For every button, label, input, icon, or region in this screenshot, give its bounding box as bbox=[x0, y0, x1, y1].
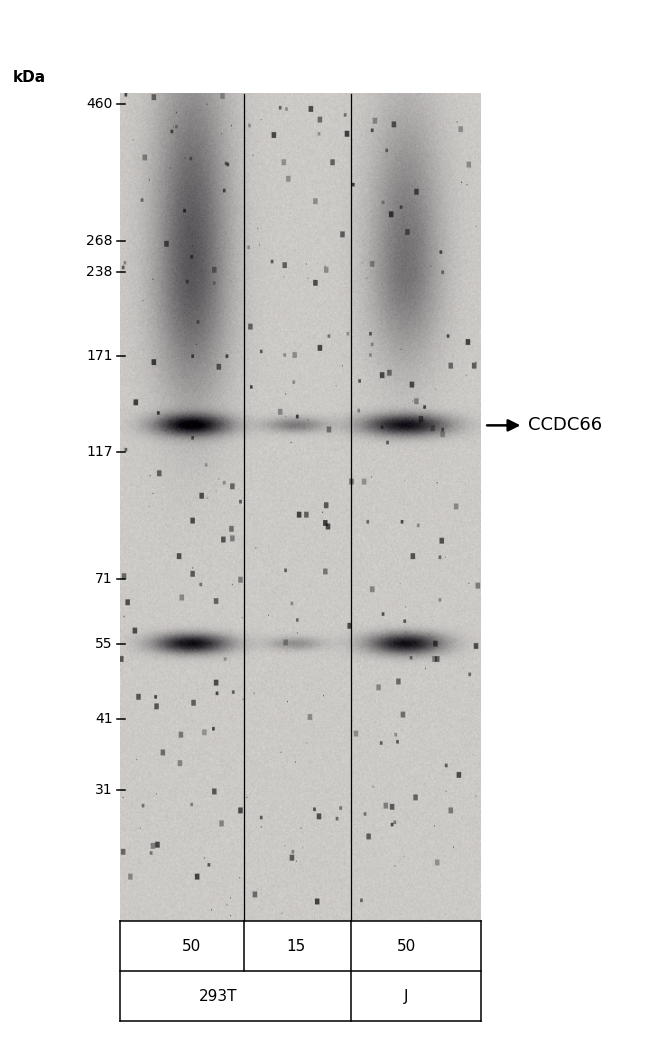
Text: 268: 268 bbox=[86, 234, 112, 249]
Text: 15: 15 bbox=[286, 939, 306, 954]
Text: 55: 55 bbox=[95, 637, 112, 652]
Text: kDa: kDa bbox=[13, 71, 46, 85]
Text: 293T: 293T bbox=[198, 989, 237, 1004]
Text: 171: 171 bbox=[86, 349, 112, 362]
Text: 460: 460 bbox=[86, 97, 112, 111]
Text: 41: 41 bbox=[95, 712, 112, 726]
Text: 117: 117 bbox=[86, 446, 112, 459]
Text: 31: 31 bbox=[95, 783, 112, 797]
Text: 50: 50 bbox=[396, 939, 416, 954]
Text: J: J bbox=[404, 989, 408, 1004]
Text: 71: 71 bbox=[95, 573, 112, 586]
Text: 50: 50 bbox=[182, 939, 202, 954]
Text: CCDC66: CCDC66 bbox=[528, 416, 602, 434]
Text: 238: 238 bbox=[86, 264, 112, 279]
